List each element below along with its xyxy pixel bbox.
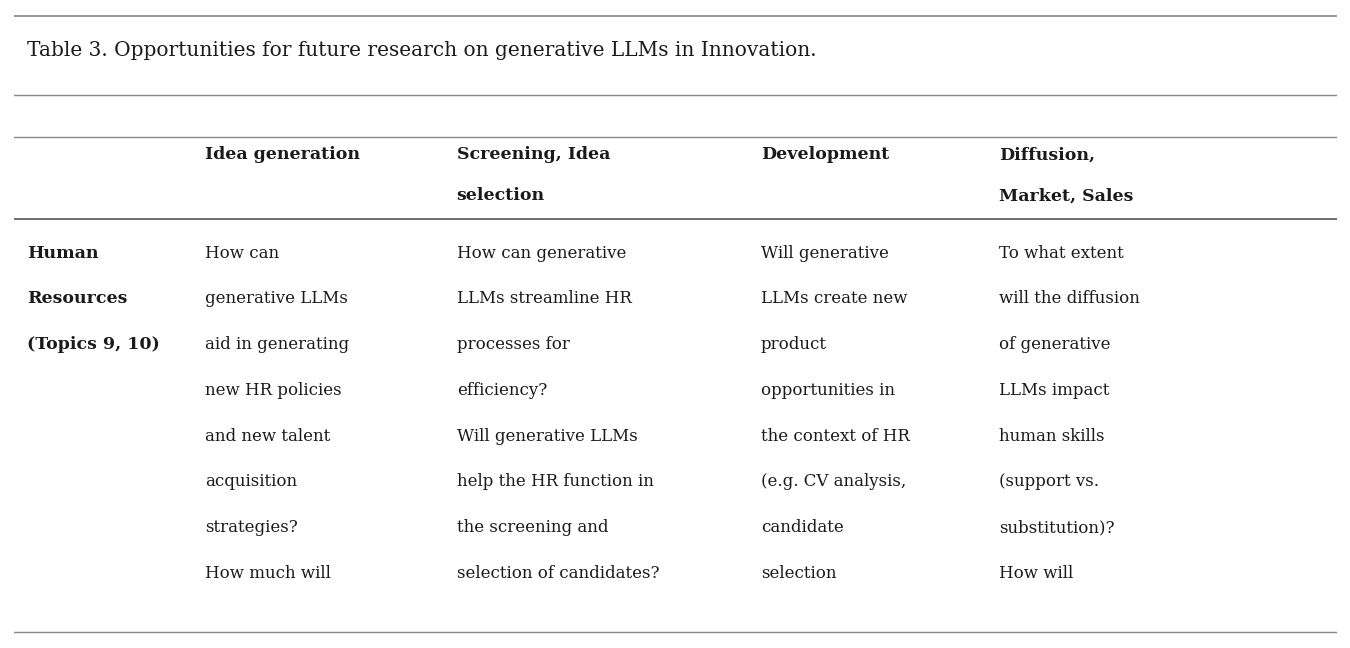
- Text: selection of candidates?: selection of candidates?: [456, 564, 659, 582]
- Text: (support vs.: (support vs.: [999, 473, 1099, 491]
- Text: and new talent: and new talent: [205, 428, 331, 445]
- Text: candidate: candidate: [761, 519, 844, 536]
- Text: Human: Human: [27, 245, 99, 262]
- Text: processes for: processes for: [456, 336, 570, 353]
- Text: Will generative LLMs: Will generative LLMs: [456, 428, 637, 445]
- Text: will the diffusion: will the diffusion: [999, 290, 1139, 307]
- Text: product: product: [761, 336, 828, 353]
- Text: (Topics 9, 10): (Topics 9, 10): [27, 336, 159, 353]
- Text: How much will: How much will: [205, 564, 331, 582]
- Text: Development: Development: [761, 146, 890, 163]
- Text: generative LLMs: generative LLMs: [205, 290, 348, 307]
- Text: How can: How can: [205, 245, 279, 262]
- Text: strategies?: strategies?: [205, 519, 298, 536]
- Text: (e.g. CV analysis,: (e.g. CV analysis,: [761, 473, 906, 491]
- Text: Screening, Idea: Screening, Idea: [456, 146, 610, 163]
- Text: Will generative: Will generative: [761, 245, 888, 262]
- Text: selection: selection: [761, 564, 837, 582]
- Text: opportunities in: opportunities in: [761, 382, 895, 399]
- Text: the context of HR: the context of HR: [761, 428, 910, 445]
- Text: Table 3. Opportunities for future research on generative LLMs in Innovation.: Table 3. Opportunities for future resear…: [27, 41, 817, 60]
- Text: How can generative: How can generative: [456, 245, 626, 262]
- Text: acquisition: acquisition: [205, 473, 297, 491]
- Text: help the HR function in: help the HR function in: [456, 473, 653, 491]
- Text: Market, Sales: Market, Sales: [999, 187, 1134, 205]
- Text: Diffusion,: Diffusion,: [999, 146, 1095, 163]
- Text: LLMs impact: LLMs impact: [999, 382, 1110, 399]
- Text: of generative: of generative: [999, 336, 1111, 353]
- Text: To what extent: To what extent: [999, 245, 1125, 262]
- Text: Idea generation: Idea generation: [205, 146, 360, 163]
- Text: new HR policies: new HR policies: [205, 382, 342, 399]
- Text: selection: selection: [456, 187, 545, 205]
- Text: human skills: human skills: [999, 428, 1104, 445]
- Text: aid in generating: aid in generating: [205, 336, 350, 353]
- Text: LLMs create new: LLMs create new: [761, 290, 907, 307]
- Text: substitution)?: substitution)?: [999, 519, 1115, 536]
- Text: the screening and: the screening and: [456, 519, 609, 536]
- Text: LLMs streamline HR: LLMs streamline HR: [456, 290, 632, 307]
- Text: How will: How will: [999, 564, 1073, 582]
- Text: Resources: Resources: [27, 290, 127, 307]
- Text: efficiency?: efficiency?: [456, 382, 547, 399]
